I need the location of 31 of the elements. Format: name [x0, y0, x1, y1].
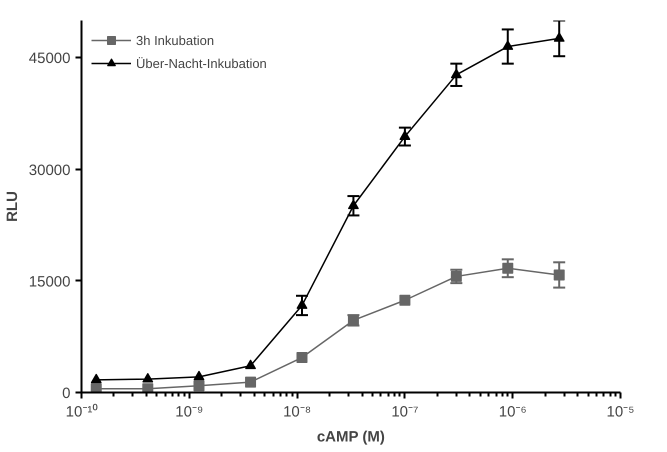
point [450, 68, 462, 78]
x-tick-label: 10⁻⁷ [391, 404, 418, 420]
point [399, 294, 410, 306]
point [554, 269, 565, 280]
x-tick-label: 10⁻⁹ [175, 404, 204, 420]
point [502, 40, 514, 50]
point [450, 270, 462, 282]
y-tick-label: 0 [62, 385, 70, 402]
point [245, 376, 256, 388]
point [193, 380, 204, 392]
y-tick-label: 30000 [28, 162, 71, 179]
y-axis-title: RLU [4, 191, 21, 222]
x-axis-title: cAMP (M) [316, 428, 385, 446]
y-tick-label: 45000 [28, 50, 71, 68]
point [90, 374, 102, 384]
x-tick-label: 10⁻¹⁰ [66, 404, 98, 420]
point [348, 199, 359, 210]
point [245, 359, 256, 370]
y-tick-label: 15000 [28, 273, 71, 290]
x-tick-label: 10⁻⁸ [283, 404, 312, 420]
x-tick-label: 10⁻⁵ [606, 404, 634, 420]
x-tick-label: 10⁻⁶ [498, 404, 527, 420]
point [296, 352, 308, 364]
point [142, 372, 154, 382]
point [502, 262, 514, 274]
legend-label: 3h Inkubation [136, 32, 214, 48]
point [399, 130, 410, 140]
point [296, 299, 308, 309]
legend-label: Über-Nacht-Inkubation [136, 56, 267, 70]
point [554, 32, 565, 42]
point [193, 370, 204, 380]
